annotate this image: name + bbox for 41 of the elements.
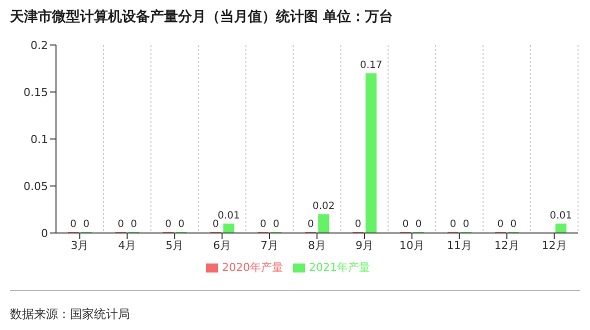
source-note: 数据来源：国家统计局 — [10, 306, 130, 323]
data-label: 0 — [462, 219, 470, 230]
legend-label: 2021年产量 — [309, 261, 370, 274]
data-label: 0 — [165, 219, 172, 230]
x-tick-label: 12月 — [494, 238, 520, 252]
data-label: 0 — [354, 219, 362, 230]
data-label: 0 — [307, 219, 314, 230]
data-label: 0 — [130, 219, 138, 230]
data-label: 0.02 — [312, 201, 335, 212]
data-label: 0 — [415, 219, 422, 230]
data-label: 0 — [260, 219, 266, 230]
data-label: 0 — [118, 219, 124, 230]
data-label: 0 — [70, 219, 77, 230]
x-tick-label: 4月 — [118, 238, 136, 252]
x-tick-label: 11月 — [446, 238, 472, 252]
chart-title: 天津市微型计算机设备产量分月（当月值）统计图 单位：万台 — [10, 8, 393, 26]
data-label: 0 — [178, 219, 184, 230]
y-tick-label: 0 — [41, 226, 48, 240]
data-label: 0 — [83, 219, 90, 230]
legend-label: 2020年产量 — [222, 261, 283, 274]
x-tick-label: 5月 — [166, 238, 184, 252]
data-label: 0 — [272, 219, 280, 230]
x-tick-label: 6月 — [213, 238, 232, 252]
x-tick-label: 8月 — [308, 238, 326, 252]
x-tick-label: 7月 — [260, 238, 279, 252]
y-tick-label: 0.1 — [30, 132, 48, 146]
y-tick-label: 0.2 — [30, 38, 48, 52]
data-label: 0 — [510, 219, 517, 230]
y-tick-label: 0.15 — [24, 86, 48, 99]
x-tick-label: 10月 — [399, 238, 424, 252]
data-label: 0.17 — [360, 60, 382, 72]
data-label: 0 — [402, 219, 409, 230]
y-tick-label: 0.05 — [24, 180, 48, 193]
data-label: 0.01 — [218, 210, 240, 222]
x-tick-label: 9月 — [355, 238, 374, 252]
data-label: 0.01 — [550, 210, 572, 222]
x-tick-label: 3月 — [70, 238, 89, 252]
data-label: 0 — [450, 219, 456, 230]
data-label: 0 — [212, 219, 219, 230]
data-label: 0 — [497, 219, 504, 230]
x-tick-label: 12月 — [542, 238, 567, 252]
